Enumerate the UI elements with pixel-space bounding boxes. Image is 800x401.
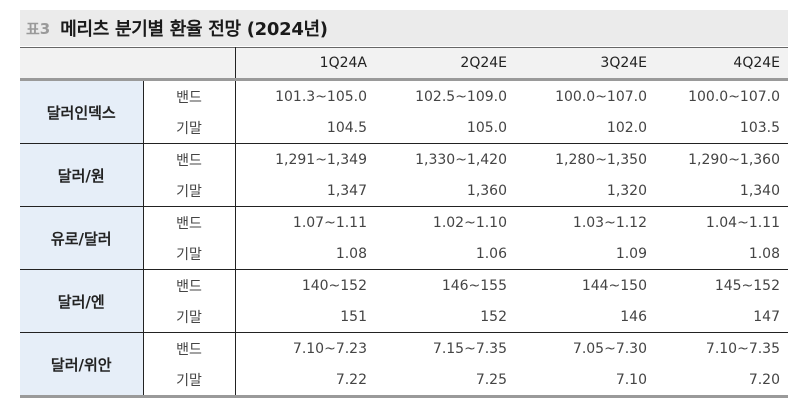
- row-category: 달러/원: [20, 143, 144, 207]
- sub-label-end: 기말: [143, 364, 236, 398]
- cell: 1,290~1,360: [688, 151, 780, 168]
- cell: 101.3~105.0: [275, 88, 367, 105]
- table-title-band: 표3 메리츠 분기별 환율 전망 (2024년): [20, 10, 788, 46]
- cell: 151: [235, 301, 375, 333]
- sub-label-band: 밴드: [143, 143, 236, 175]
- cell: 1,360: [375, 175, 515, 207]
- table-row: 기말 7.22 7.25 7.10 7.20: [20, 364, 788, 398]
- cell: 7.05~7.30: [572, 340, 647, 357]
- cell: 1.03~1.12: [572, 214, 647, 231]
- cell: 7.25: [375, 364, 515, 398]
- cell: 7.10~7.35: [705, 340, 780, 357]
- cell: 100.0~107.0: [688, 88, 780, 105]
- cell: 1,340: [655, 175, 788, 207]
- cell: 1,291~1,349: [275, 151, 367, 168]
- cell: 146: [515, 301, 655, 333]
- cell: 7.22: [235, 364, 375, 398]
- cell: 1.08: [235, 238, 375, 270]
- cell: 7.20: [655, 364, 788, 398]
- cell: 7.15~7.35: [432, 340, 507, 357]
- row-category: 달러/위안: [20, 332, 144, 398]
- cell: 1.04~1.11: [705, 214, 780, 231]
- header-1q24a: 1Q24A: [235, 47, 375, 81]
- sub-label-end: 기말: [143, 301, 236, 333]
- table-number: 표3: [26, 19, 51, 38]
- cell: 140~152: [301, 277, 367, 294]
- row-category: 달러/엔: [20, 269, 144, 333]
- sub-label-band: 밴드: [143, 269, 236, 301]
- sub-label-end: 기말: [143, 175, 236, 207]
- cell: 103.5: [655, 112, 788, 144]
- cell: 1.02~1.10: [432, 214, 507, 231]
- table-row: 달러/위안 밴드 7.10~7.23 7.15~7.35 7.05~7.30 7…: [20, 332, 788, 398]
- table-title: 메리츠 분기별 환율 전망 (2024년): [60, 19, 328, 40]
- cell: 1.08: [655, 238, 788, 270]
- cell: 1,330~1,420: [415, 151, 507, 168]
- header-3q24e: 3Q24E: [515, 47, 655, 81]
- cell: 7.10~7.23: [292, 340, 367, 357]
- table-row: 달러인덱스 밴드 101.3~105.0 102.5~109.0 100.0~1…: [20, 79, 788, 144]
- cell: 1,280~1,350: [555, 151, 647, 168]
- sub-label-end: 기말: [143, 112, 236, 144]
- cell: 147: [655, 301, 788, 333]
- table-row: 달러/원 밴드 1,291~1,349 1,330~1,420 1,280~1,…: [20, 143, 788, 207]
- sub-label-band: 밴드: [143, 206, 236, 238]
- table-row: 기말 1,347 1,360 1,320 1,340: [20, 175, 788, 207]
- cell: 144~150: [581, 277, 647, 294]
- cell: 7.10: [515, 364, 655, 398]
- cell: 102.0: [515, 112, 655, 144]
- table-row: 유로/달러 밴드 1.07~1.11 1.02~1.10 1.03~1.12 1…: [20, 206, 788, 270]
- cell: 1.09: [515, 238, 655, 270]
- cell: 1,347: [235, 175, 375, 207]
- cell: 1.07~1.11: [292, 214, 367, 231]
- row-category: 유로/달러: [20, 206, 144, 270]
- table-row: 기말 104.5 105.0 102.0 103.5: [20, 112, 788, 144]
- fx-forecast-table: 1Q24A 2Q24E 3Q24E 4Q24E 달러인덱스 밴드 101.3~1…: [20, 47, 788, 398]
- sub-label-band: 밴드: [143, 79, 236, 112]
- table-row: 기말 1.08 1.06 1.09 1.08: [20, 238, 788, 270]
- header-blank: [20, 47, 236, 81]
- row-category: 달러인덱스: [20, 79, 144, 144]
- sub-label-band: 밴드: [143, 332, 236, 364]
- table-row: 달러/엔 밴드 140~152 146~155 144~150 145~152: [20, 269, 788, 333]
- cell: 146~155: [441, 277, 507, 294]
- cell: 100.0~107.0: [555, 88, 647, 105]
- cell: 102.5~109.0: [415, 88, 507, 105]
- cell: 152: [375, 301, 515, 333]
- cell: 1,320: [515, 175, 655, 207]
- header-4q24e: 4Q24E: [655, 47, 788, 81]
- cell: 1.06: [375, 238, 515, 270]
- header-row: 1Q24A 2Q24E 3Q24E 4Q24E: [20, 47, 788, 81]
- sub-label-end: 기말: [143, 238, 236, 270]
- cell: 145~152: [714, 277, 780, 294]
- cell: 104.5: [235, 112, 375, 144]
- table-row: 기말 151 152 146 147: [20, 301, 788, 333]
- header-2q24e: 2Q24E: [375, 47, 515, 81]
- cell: 105.0: [375, 112, 515, 144]
